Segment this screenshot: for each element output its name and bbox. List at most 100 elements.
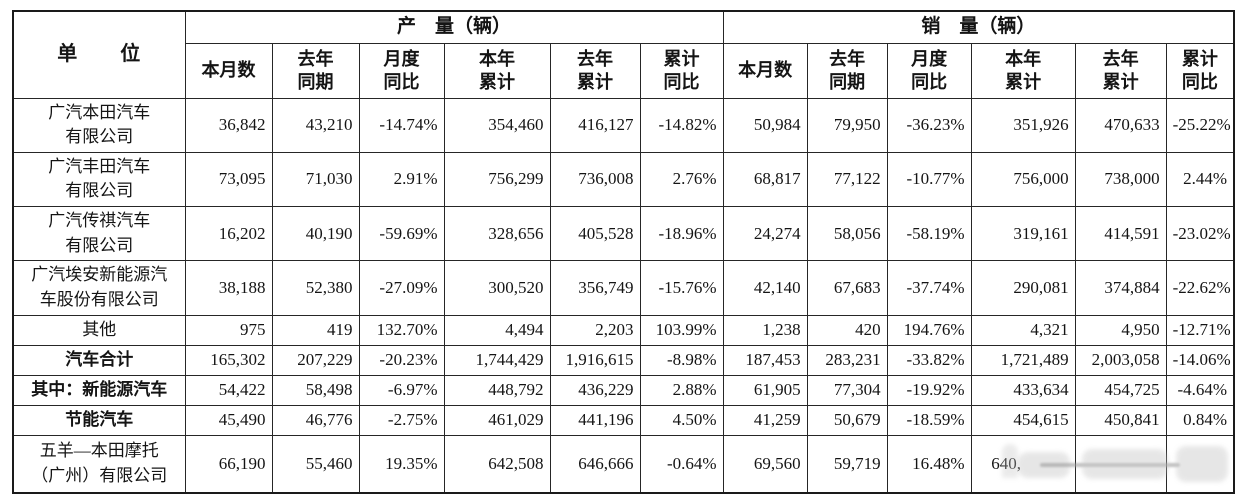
production-value-cell: 1,744,429 xyxy=(443,344,551,376)
sales-value-cell: 290,081 xyxy=(970,260,1076,316)
unit-name-cell: 其中：新能源汽车 xyxy=(12,374,186,406)
production-value-cell: -18.96% xyxy=(639,206,724,262)
col-header-sales-last-year-period: 去年 同期 xyxy=(806,42,888,99)
table-row: 其中：新能源汽车 54,422 58,498 -6.97% 448,792 436,229… xyxy=(12,374,1235,406)
sales-value-cell: 4,950 xyxy=(1074,314,1167,346)
sales-value-cell: 50,679 xyxy=(806,404,888,436)
production-value-cell: 66,190 xyxy=(184,434,273,494)
col-header-sales-cum-yoy: 累计 同比 xyxy=(1165,42,1235,99)
sales-group-header: 销 量（辆） xyxy=(722,10,1235,44)
sales-value-cell xyxy=(1074,434,1167,494)
production-value-cell: 103.99% xyxy=(639,314,724,346)
table-row: 广汽埃安新能源汽 车股份有限公司 38,188 52,380 -27.09% 300,5… xyxy=(12,260,1235,316)
sales-value-cell: 2.44% xyxy=(1165,151,1235,208)
col-header-sales-ytd: 本年 累计 xyxy=(970,42,1076,99)
sales-value-cell: 42,140 xyxy=(722,260,808,316)
sales-value-cell: 374,884 xyxy=(1074,260,1167,316)
col-header-prod-monthly-yoy: 月度 同比 xyxy=(358,42,445,99)
production-value-cell: -14.74% xyxy=(358,97,445,153)
sales-value-cell: 420 xyxy=(806,314,888,346)
col-header-prod-last-year-period: 去年 同期 xyxy=(271,42,360,99)
sales-value-cell: 414,591 xyxy=(1074,206,1167,262)
production-value-cell: -15.76% xyxy=(639,260,724,316)
sales-value-cell: 0.84% xyxy=(1165,404,1235,436)
production-value-cell: 436,229 xyxy=(549,374,641,406)
sales-value-cell: 41,259 xyxy=(722,404,808,436)
unit-name-cell: 广汽本田汽车 有限公司 xyxy=(12,97,186,153)
production-value-cell: 2.91% xyxy=(358,151,445,208)
sales-value-cell: 738,000 xyxy=(1074,151,1167,208)
sales-value-cell: 16.48% xyxy=(886,434,972,494)
production-value-cell: 736,008 xyxy=(549,151,641,208)
table-row: 广汽传祺汽车 有限公司 16,202 40,190 -59.69% 328,656 405… xyxy=(12,206,1235,262)
production-value-cell: 441,196 xyxy=(549,404,641,436)
production-value-cell: 756,299 xyxy=(443,151,551,208)
production-value-cell: 975 xyxy=(184,314,273,346)
production-value-cell: 45,490 xyxy=(184,404,273,436)
sales-value-cell: 50,984 xyxy=(722,97,808,153)
production-value-cell: 207,229 xyxy=(271,344,360,376)
production-value-cell: 419 xyxy=(271,314,360,346)
production-sales-table: 单 位 产 量（辆） 销 量（辆） 本月数 去年 同期 月度 同比 本年 累计 … xyxy=(12,10,1236,495)
production-value-cell: -59.69% xyxy=(358,206,445,262)
sales-value-cell: -10.77% xyxy=(886,151,972,208)
production-value-cell: -0.64% xyxy=(639,434,724,494)
sales-value-cell: -12.71% xyxy=(1165,314,1235,346)
col-header-prod-cum-yoy: 累计 同比 xyxy=(639,42,724,99)
production-value-cell: 642,508 xyxy=(443,434,551,494)
unit-name-cell: 广汽埃安新能源汽 车股份有限公司 xyxy=(12,260,186,316)
production-value-cell: 4.50% xyxy=(639,404,724,436)
sales-value-cell: 450,841 xyxy=(1074,404,1167,436)
sales-value-cell: 454,725 xyxy=(1074,374,1167,406)
sales-value-cell: 1,238 xyxy=(722,314,808,346)
sales-value-cell: 470,633 xyxy=(1074,97,1167,153)
sales-value-cell: 433,634 xyxy=(970,374,1076,406)
production-value-cell: 165,302 xyxy=(184,344,273,376)
production-value-cell: -20.23% xyxy=(358,344,445,376)
sales-value-cell: -18.59% xyxy=(886,404,972,436)
production-value-cell: 646,666 xyxy=(549,434,641,494)
production-value-cell: 73,095 xyxy=(184,151,273,208)
production-value-cell: -14.82% xyxy=(639,97,724,153)
production-value-cell: 43,210 xyxy=(271,97,360,153)
production-value-cell: 132.70% xyxy=(358,314,445,346)
table-body: 广汽本田汽车 有限公司 36,842 43,210 -14.74% 354,460 416… xyxy=(12,97,1235,494)
production-value-cell: 19.35% xyxy=(358,434,445,494)
unit-name-cell: 其他 xyxy=(12,314,186,346)
production-value-cell: 328,656 xyxy=(443,206,551,262)
sales-value-cell: 454,615 xyxy=(970,404,1076,436)
table-row: 汽车合计 165,302 207,229 -20.23% 1,744,429 1,916,… xyxy=(12,344,1235,376)
table-header: 单 位 产 量（辆） 销 量（辆） 本月数 去年 同期 月度 同比 本年 累计 … xyxy=(12,10,1235,99)
production-value-cell: 46,776 xyxy=(271,404,360,436)
production-value-cell: 38,188 xyxy=(184,260,273,316)
sales-value-cell: 68,817 xyxy=(722,151,808,208)
sales-value-cell: 58,056 xyxy=(806,206,888,262)
production-value-cell: 16,202 xyxy=(184,206,273,262)
sales-value-cell: 194.76% xyxy=(886,314,972,346)
sales-value-cell: 77,304 xyxy=(806,374,888,406)
production-value-cell: 40,190 xyxy=(271,206,360,262)
production-value-cell: 1,916,615 xyxy=(549,344,641,376)
sales-value-cell: -4.64% xyxy=(1165,374,1235,406)
table-row: 广汽丰田汽车 有限公司 73,095 71,030 2.91% 756,299 736,0… xyxy=(12,151,1235,208)
production-group-header: 产 量（辆） xyxy=(184,10,724,44)
unit-name-cell: 广汽传祺汽车 有限公司 xyxy=(12,206,186,262)
col-header-sales-current-month: 本月数 xyxy=(722,42,808,99)
sales-value-cell: 2,003,058 xyxy=(1074,344,1167,376)
sales-value-cell xyxy=(1165,434,1235,494)
col-header-prod-last-year-cum: 去年 累计 xyxy=(549,42,641,99)
sales-value-cell: 351,926 xyxy=(970,97,1076,153)
table-row: 节能汽车 45,490 46,776 -2.75% 461,029 441,196 4.50… xyxy=(12,404,1235,436)
sales-value-cell: 59,719 xyxy=(806,434,888,494)
unit-column-header: 单 位 xyxy=(12,10,186,99)
sales-value-cell: -33.82% xyxy=(886,344,972,376)
production-value-cell: 52,380 xyxy=(271,260,360,316)
sales-value-cell: 319,161 xyxy=(970,206,1076,262)
group-header-row: 单 位 产 量（辆） 销 量（辆） xyxy=(12,10,1235,99)
table-row: 广汽本田汽车 有限公司 36,842 43,210 -14.74% 354,460 416… xyxy=(12,97,1235,153)
sales-value-cell: -23.02% xyxy=(1165,206,1235,262)
production-value-cell: -6.97% xyxy=(358,374,445,406)
production-value-cell: 55,460 xyxy=(271,434,360,494)
sales-value-cell: 79,950 xyxy=(806,97,888,153)
